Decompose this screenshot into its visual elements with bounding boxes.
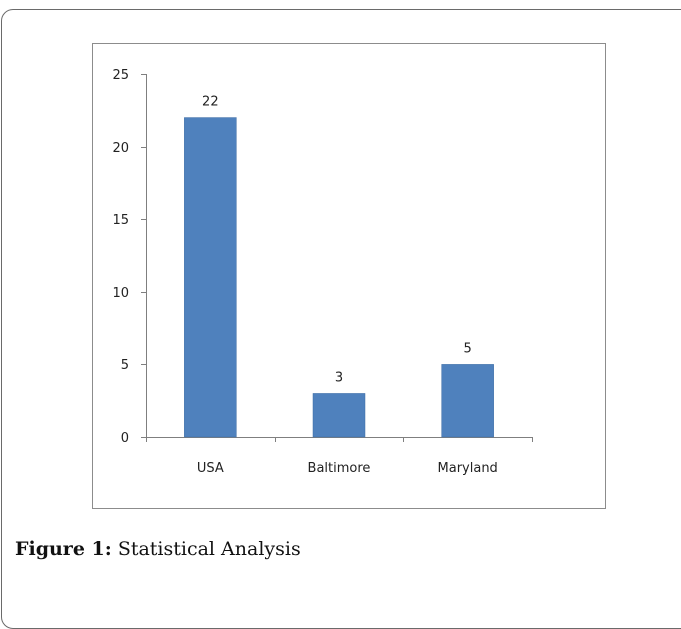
figure-label: Figure 1:	[15, 538, 112, 560]
bar	[184, 117, 237, 438]
bar	[312, 393, 366, 438]
chart-area-border	[92, 43, 606, 509]
x-tick-label: Baltimore	[308, 461, 371, 476]
bar	[441, 364, 494, 438]
figure-caption: Figure 1: Statistical Analysis	[15, 538, 301, 560]
data-label: 22	[202, 95, 219, 110]
y-tick-label: 25	[112, 68, 129, 83]
y-tick-label: 0	[121, 431, 129, 446]
y-tick-label: 20	[112, 141, 129, 156]
y-tick-label: 5	[121, 358, 129, 373]
y-tick-label: 10	[112, 286, 129, 301]
figure-caption-text: Statistical Analysis	[117, 538, 301, 560]
data-label: 3	[335, 370, 343, 385]
y-tick-label: 15	[112, 213, 129, 228]
x-tick-label: Maryland	[438, 461, 498, 476]
data-label: 5	[464, 341, 472, 356]
x-tick-label: USA	[197, 461, 224, 476]
bar-chart: 0 5 10 15 20 25 22 USA 3 Baltimore 5 Maryland	[92, 43, 606, 509]
